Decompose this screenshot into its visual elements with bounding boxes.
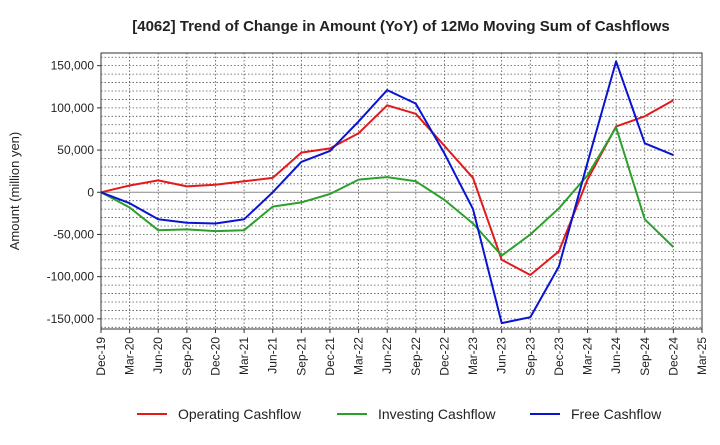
plot-area (100, 52, 703, 330)
x-tick-label: Jun-21 (266, 337, 280, 374)
series-line-investing-cashflow (100, 126, 675, 257)
x-tick-label: Jun-20 (151, 337, 165, 374)
x-tick-label: Mar-20 (123, 337, 137, 375)
y-tick-label: 0 (87, 185, 94, 199)
x-tick-label: Dec-23 (552, 337, 566, 376)
chart-title: [4062] Trend of Change in Amount (YoY) o… (132, 18, 670, 35)
series-line-free-cashflow (100, 60, 674, 325)
series-lines (100, 60, 675, 325)
y-tick-label: -150,000 (47, 312, 95, 326)
y-axis-ticks: 150,000 100,000 50,000 0 -50,000 -100,000 -150… (47, 59, 101, 326)
legend: Operating Cashflow Investing Cashflow Free… (137, 406, 662, 422)
x-tick-label: Mar-25 (695, 337, 709, 375)
legend-label-free-cashflow: Free Cashflow (571, 406, 662, 422)
y-axis-label: Amount (million yen) (7, 132, 22, 251)
x-tick-label: Sep-21 (294, 337, 308, 376)
x-tick-label: Sep-22 (409, 337, 423, 376)
x-axis-ticks: Dec-19 Mar-20 Jun-20 Sep-20 Dec-20 Mar-21 Jun-… (94, 329, 709, 376)
y-tick-label: -50,000 (53, 227, 94, 241)
y-tick-label: 50,000 (57, 143, 94, 157)
x-tick-label: Jun-23 (495, 337, 509, 374)
x-tick-label: Mar-23 (466, 337, 480, 375)
y-tick-label: 100,000 (51, 101, 95, 115)
series-line-operating-cashflow (100, 99, 674, 276)
x-tick-label: Mar-22 (352, 337, 366, 375)
grid-lines (101, 53, 702, 329)
x-tick-label: Sep-20 (180, 337, 194, 376)
x-tick-label: Sep-23 (523, 337, 537, 376)
x-tick-label: Sep-24 (638, 337, 652, 376)
x-tick-label: Dec-21 (323, 337, 337, 376)
y-tick-label: 150,000 (51, 59, 95, 73)
legend-label-investing-cashflow: Investing Cashflow (378, 406, 496, 422)
x-tick-label: Dec-19 (94, 337, 108, 376)
x-tick-label: Dec-22 (437, 337, 451, 376)
legend-label-operating-cashflow: Operating Cashflow (178, 406, 302, 422)
x-tick-label: Jun-24 (609, 337, 623, 374)
x-tick-label: Dec-20 (208, 337, 222, 376)
x-tick-label: Dec-24 (666, 337, 680, 376)
y-tick-label: -100,000 (47, 270, 95, 284)
x-tick-label: Mar-21 (237, 337, 251, 375)
x-tick-label: Jun-22 (380, 337, 394, 374)
x-tick-label: Mar-24 (581, 337, 595, 375)
